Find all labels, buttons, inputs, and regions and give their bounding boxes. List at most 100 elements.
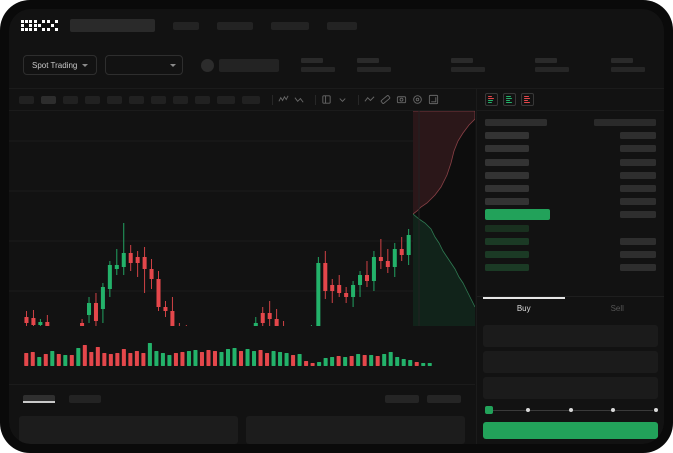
- order-form-tabs: Buy Sell: [477, 296, 664, 320]
- orderbook-ask-row[interactable]: [483, 143, 658, 154]
- interval-1h[interactable]: [107, 95, 122, 104]
- camera-icon[interactable]: [396, 94, 407, 105]
- stat-high-24h: [451, 58, 486, 72]
- orderbook-bid-row[interactable]: [483, 236, 658, 247]
- logo-letter-k: [34, 20, 45, 31]
- orderbook-bid-row[interactable]: [483, 223, 658, 234]
- okx-logo[interactable]: [21, 20, 58, 31]
- orders-actions: [385, 394, 461, 403]
- line-chart-icon[interactable]: [364, 94, 375, 105]
- stat-label: [301, 58, 324, 63]
- stat-label: [535, 58, 558, 63]
- stat-value: [451, 67, 486, 72]
- bottom-action-1[interactable]: [385, 394, 419, 403]
- order-book-depth-overlay: [413, 111, 475, 326]
- pair-select[interactable]: [105, 55, 184, 75]
- mode-select[interactable]: Spot Trading: [23, 55, 98, 75]
- orderbook-panel: Buy Sell: [476, 89, 664, 444]
- indicator-icon[interactable]: [278, 94, 289, 105]
- order-form: [477, 320, 664, 444]
- orderbook-spread-row[interactable]: [483, 209, 658, 221]
- orders-tabbar: [9, 384, 475, 412]
- orderbook-both-icon[interactable]: [485, 93, 498, 106]
- bottom-action-2[interactable]: [427, 394, 461, 403]
- stat-label: [611, 58, 634, 63]
- candlestick-chart: [9, 140, 475, 326]
- device-bezel: Spot Trading: [9, 9, 664, 444]
- orderbook-ask-row[interactable]: [483, 170, 658, 181]
- interval-15m[interactable]: [63, 95, 78, 104]
- interval-30m[interactable]: [85, 95, 100, 104]
- market-header: Spot Trading: [9, 42, 664, 89]
- logo-letter-o: [21, 20, 32, 31]
- interval-more[interactable]: [217, 95, 235, 104]
- place-buy-order-button[interactable]: [483, 422, 658, 439]
- stat-value: [535, 67, 570, 72]
- tab-buy[interactable]: Buy: [477, 297, 571, 320]
- interval-1m[interactable]: [19, 95, 34, 104]
- table-row[interactable]: [246, 416, 465, 444]
- active-tab-underline: [23, 401, 55, 403]
- amount-slider[interactable]: [485, 403, 658, 417]
- orderbook-bid-row[interactable]: [483, 249, 658, 260]
- trading-app-screen: Spot Trading: [9, 9, 664, 444]
- chevron-down-icon[interactable]: [337, 94, 348, 105]
- orderbook-ask-row[interactable]: [483, 183, 658, 194]
- compare-icon[interactable]: [294, 94, 305, 105]
- ruler-icon[interactable]: [380, 94, 391, 105]
- slider-stop-50[interactable]: [568, 408, 573, 412]
- price-chart-panel[interactable]: [9, 111, 475, 326]
- template-icon[interactable]: [321, 94, 332, 105]
- fullscreen-icon[interactable]: [428, 94, 439, 105]
- chevron-down-icon: [82, 63, 89, 67]
- orderbook-ask-row[interactable]: [483, 157, 658, 168]
- slider-stop-25[interactable]: [525, 408, 530, 412]
- interval-custom[interactable]: [242, 95, 260, 104]
- slider-handle[interactable]: [485, 406, 493, 414]
- tab-order-history[interactable]: [69, 394, 101, 403]
- slider-stop-75[interactable]: [611, 408, 616, 412]
- tab-sell[interactable]: Sell: [571, 297, 665, 320]
- orderbook-list[interactable]: [477, 111, 664, 296]
- nav-item-earn[interactable]: [271, 21, 309, 30]
- stat-label: [451, 58, 474, 63]
- stat-last-price: [301, 58, 336, 72]
- orderbook-view-switch: [477, 89, 664, 111]
- settings-icon[interactable]: [412, 94, 423, 105]
- order-total-field[interactable]: [483, 377, 658, 399]
- pair-name: [219, 58, 280, 72]
- toolbar-divider: [358, 94, 359, 105]
- interval-1mo[interactable]: [195, 95, 210, 104]
- stat-label: [357, 58, 380, 63]
- top-navigation-bar: [9, 9, 664, 42]
- avatar: [201, 58, 215, 72]
- search-input[interactable]: [70, 19, 155, 32]
- orders-table: [9, 412, 475, 444]
- nav-item-trade[interactable]: [173, 21, 199, 30]
- orderbook-bids-icon[interactable]: [503, 93, 516, 106]
- nav-item-markets[interactable]: [217, 21, 253, 30]
- volume-bar-chart: [24, 343, 432, 366]
- order-amount-field[interactable]: [483, 351, 658, 373]
- stat-value: [301, 67, 336, 72]
- interval-4h[interactable]: [129, 95, 144, 104]
- slider-stop-100[interactable]: [654, 408, 658, 412]
- order-price-field[interactable]: [483, 325, 658, 347]
- volume-chart-panel[interactable]: [9, 326, 475, 384]
- orderbook-header: [483, 117, 658, 128]
- orderbook-bid-row[interactable]: [483, 262, 658, 273]
- chart-toolbar: [9, 89, 475, 111]
- orderbook-asks-icon[interactable]: [521, 93, 534, 106]
- table-row[interactable]: [19, 416, 238, 444]
- orderbook-ask-row[interactable]: [483, 130, 658, 141]
- interval-1d[interactable]: [151, 95, 166, 104]
- mode-select-label: Spot Trading: [32, 60, 78, 70]
- orderbook-ask-row[interactable]: [483, 196, 658, 207]
- interval-1w[interactable]: [173, 95, 188, 104]
- chevron-down-icon: [170, 63, 177, 67]
- stat-low-24h: [535, 58, 570, 72]
- interval-5m[interactable]: [41, 95, 56, 104]
- tab-open-orders[interactable]: [23, 394, 55, 403]
- nav-item-more[interactable]: [327, 21, 357, 30]
